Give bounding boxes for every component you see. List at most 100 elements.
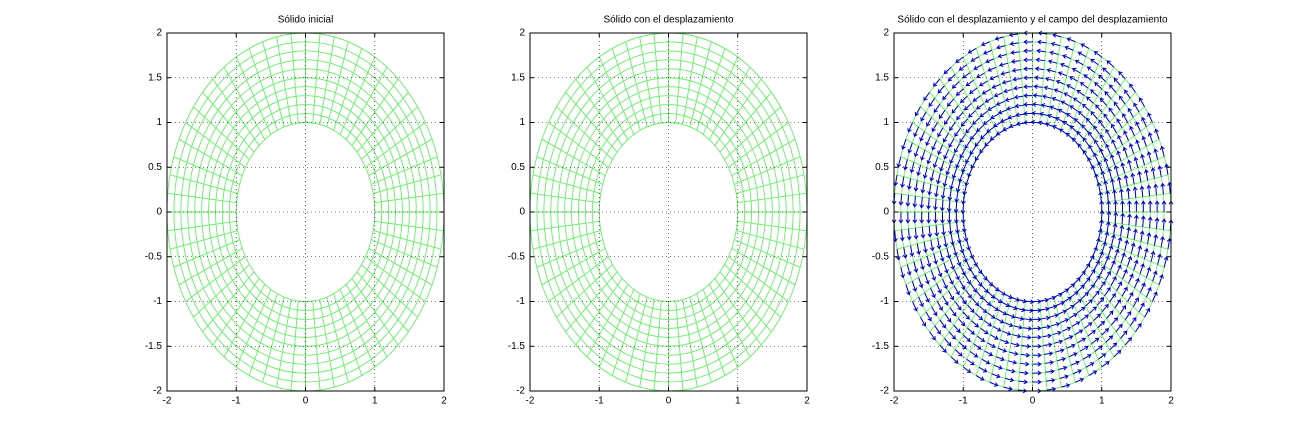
arrow [1053,88,1063,94]
arrow [1076,284,1085,293]
arrow [1060,100,1070,107]
arrow [927,225,933,238]
mesh-spoke [734,239,801,268]
arrow [1123,174,1129,187]
arrow [997,289,1006,296]
arrow [983,49,993,55]
axes-box [529,32,808,392]
arrow [971,320,979,328]
mesh-spoke [556,106,613,160]
arrow [1046,68,1056,73]
arrow [987,291,996,299]
arrow [1093,313,1101,321]
mesh-spoke [675,300,684,391]
arrow [969,351,979,358]
mesh-spoke [905,248,970,286]
arrow [1039,111,1049,117]
arrow [1143,168,1149,181]
arrow [1090,111,1098,120]
arrow [1023,93,1033,99]
arrow [974,151,982,161]
arrow [1133,259,1139,271]
arrow [913,261,919,273]
arrow [1017,298,1028,304]
arrow [1064,45,1074,51]
arrow [994,296,1003,304]
arrow [950,234,955,246]
arrow [1099,134,1106,144]
arrow [961,193,966,205]
arrow [998,109,1008,115]
arrow [978,366,988,373]
arrow [979,145,987,154]
mesh-spoke [319,299,335,388]
arrow [920,111,927,122]
arrow [1094,81,1103,90]
arrow [1097,228,1103,240]
mesh-spoke [719,91,772,153]
arrow [913,180,919,192]
arrow [1146,232,1152,244]
arrow [954,127,961,137]
arrow [1077,337,1086,344]
arrow [944,313,952,323]
arrow [1003,386,1013,391]
arrow [1101,328,1110,336]
arrow [979,110,988,118]
arrow [1070,360,1080,366]
arrow [906,264,912,276]
arrow [923,91,930,101]
arrow [1097,353,1107,360]
arrow [1091,337,1100,345]
arrow [1130,242,1136,254]
arrow [1104,270,1111,281]
x-tick-label: 2 [804,396,810,407]
arrow [964,175,970,187]
y-tick-label: -2 [516,386,525,397]
arrow [954,222,960,234]
arrow [1055,348,1065,353]
arrow [1048,304,1058,310]
mesh-spoke [639,299,655,388]
arrow [929,239,935,252]
arrow [1137,170,1142,183]
arrow [939,160,945,172]
arrow [906,178,912,190]
arrow [1132,186,1138,199]
arrow [1090,58,1099,66]
arrow [1055,116,1064,123]
mesh-ring [228,113,383,311]
arrow [984,139,993,147]
arrow [1069,125,1078,133]
arrow [1106,200,1112,212]
mesh-spoke [541,138,606,176]
subplot: Sólido con el desplazamiento y el campo … [872,15,1174,407]
arrow [1042,333,1052,339]
arrow [1069,76,1078,82]
arrow [1023,317,1033,322]
arrow [976,72,985,79]
arrow [970,269,977,280]
arrow [949,307,957,317]
mesh-spoke [351,278,399,346]
arrow [1146,151,1152,163]
arrow [906,228,912,241]
mesh-spoke [185,256,246,302]
arrow [899,229,905,242]
mesh-spoke [702,56,739,135]
arrow [1105,143,1111,155]
arrow [1090,89,1098,97]
arrow [1163,256,1169,268]
mesh-spoke [724,106,781,160]
arrow [1123,130,1129,141]
arrow [1109,342,1118,350]
arrow [1087,283,1095,293]
chart-title: Sólido inicial [278,15,334,26]
arrow [1088,370,1098,376]
arrow [1096,297,1105,306]
arrow [924,273,930,285]
arrow [954,191,960,203]
arrow [927,184,932,196]
arrow [1118,188,1124,200]
arrow [953,201,959,214]
